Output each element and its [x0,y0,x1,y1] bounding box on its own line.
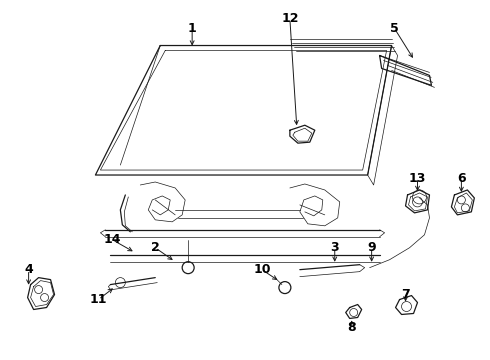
Text: 5: 5 [390,22,399,35]
Text: 11: 11 [90,293,107,306]
Text: 9: 9 [368,241,376,254]
Text: 13: 13 [409,171,426,185]
Text: 8: 8 [347,321,356,334]
Text: 6: 6 [457,171,465,185]
Text: 3: 3 [330,241,339,254]
Text: 4: 4 [24,263,33,276]
Text: 7: 7 [401,288,410,301]
Text: 14: 14 [103,233,121,246]
Text: 1: 1 [188,22,196,35]
Text: 2: 2 [151,241,160,254]
Text: 10: 10 [253,263,270,276]
Text: 12: 12 [281,12,298,25]
